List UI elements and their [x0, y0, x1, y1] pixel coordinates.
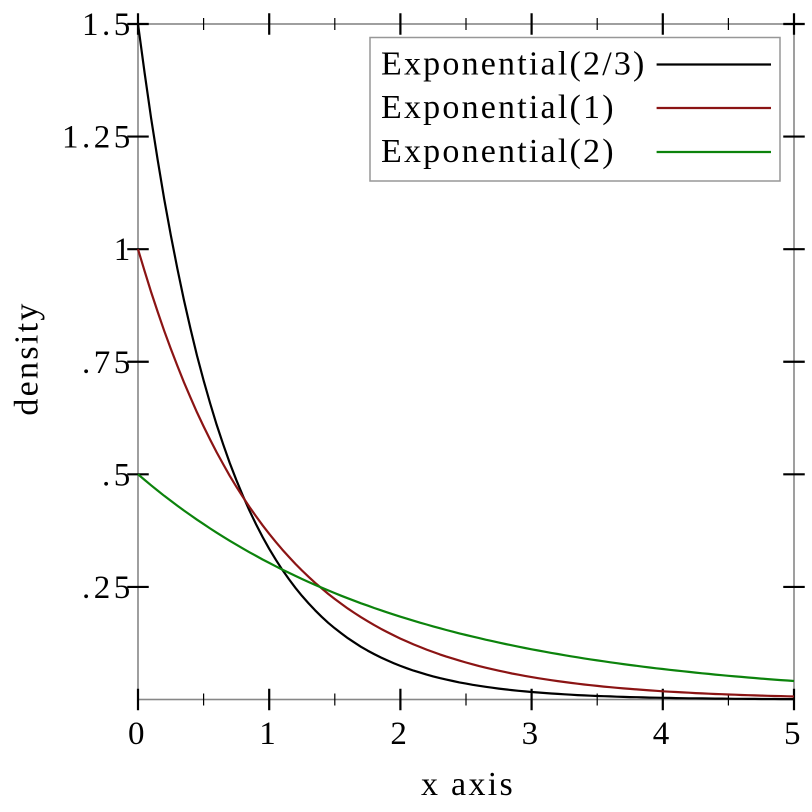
- svg-text:3: 3: [522, 716, 542, 752]
- svg-text:.75: .75: [82, 345, 134, 381]
- svg-text:Exponential(1): Exponential(1): [381, 89, 616, 126]
- svg-text:1: 1: [114, 232, 134, 268]
- svg-text:1.5: 1.5: [82, 7, 134, 43]
- svg-text:Exponential(2/3): Exponential(2/3): [381, 45, 647, 82]
- svg-text:.5: .5: [102, 457, 134, 493]
- svg-text:1: 1: [259, 716, 279, 752]
- svg-text:density: density: [9, 301, 46, 415]
- svg-text:5: 5: [784, 716, 804, 752]
- svg-text:x axis: x axis: [421, 766, 515, 803]
- svg-text:.25: .25: [82, 570, 134, 606]
- svg-text:4: 4: [653, 716, 673, 752]
- svg-text:0: 0: [128, 716, 148, 752]
- svg-text:1.25: 1.25: [62, 120, 134, 156]
- svg-text:2: 2: [390, 716, 410, 752]
- svg-text:Exponential(2): Exponential(2): [381, 133, 616, 170]
